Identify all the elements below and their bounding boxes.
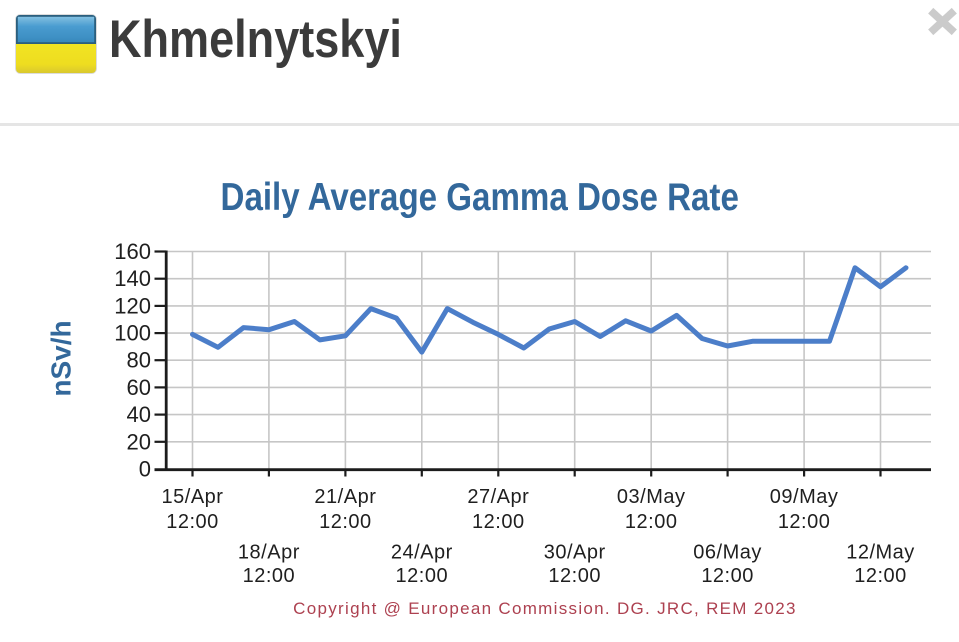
svg-text:06/May: 06/May: [693, 542, 762, 564]
svg-text:12:00: 12:00: [625, 511, 678, 533]
svg-text:Copyright @ European Commissio: Copyright @ European Commission. DG. JRC…: [293, 599, 797, 618]
svg-text:12:00: 12:00: [243, 565, 296, 587]
svg-text:12:00: 12:00: [472, 511, 525, 533]
svg-text:120: 120: [114, 293, 151, 318]
svg-text:100: 100: [114, 321, 151, 346]
svg-text:24/Apr: 24/Apr: [391, 542, 453, 564]
svg-text:21/Apr: 21/Apr: [314, 486, 376, 508]
svg-text:12:00: 12:00: [319, 511, 372, 533]
svg-text:12:00: 12:00: [701, 565, 754, 587]
svg-text:03/May: 03/May: [617, 486, 686, 508]
svg-text:140: 140: [114, 266, 151, 291]
svg-text:18/Apr: 18/Apr: [238, 542, 300, 564]
svg-text:12/May: 12/May: [846, 542, 915, 564]
svg-text:30/Apr: 30/Apr: [544, 542, 606, 564]
svg-text:12:00: 12:00: [778, 511, 831, 533]
svg-text:20: 20: [127, 429, 151, 454]
svg-text:15/Apr: 15/Apr: [162, 486, 224, 508]
svg-text:160: 160: [114, 239, 151, 264]
svg-text:60: 60: [127, 375, 151, 400]
svg-text:0: 0: [139, 457, 151, 482]
svg-text:12:00: 12:00: [548, 565, 601, 587]
svg-text:12:00: 12:00: [854, 565, 907, 587]
svg-text:40: 40: [127, 402, 151, 427]
svg-text:12:00: 12:00: [396, 565, 449, 587]
svg-text:12:00: 12:00: [166, 511, 219, 533]
svg-text:09/May: 09/May: [770, 486, 839, 508]
svg-text:27/Apr: 27/Apr: [467, 486, 529, 508]
svg-text:nSv/h: nSv/h: [46, 320, 77, 396]
svg-text:80: 80: [127, 348, 151, 373]
